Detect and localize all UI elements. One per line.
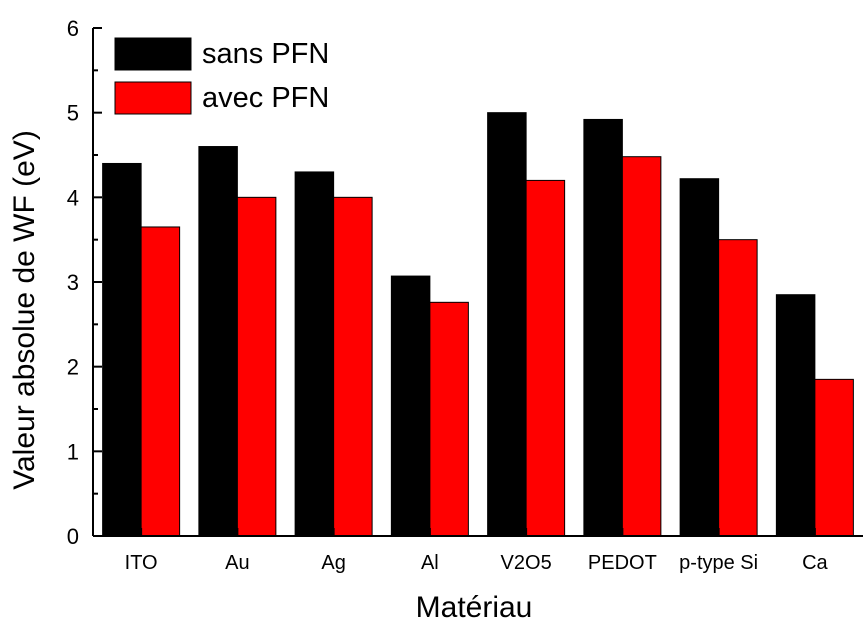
x-tick-label: Ag: [321, 552, 345, 574]
x-tick-label: PEDOT: [588, 552, 657, 574]
legend-label-avec-pfn: avec PFN: [202, 82, 329, 114]
y-tick-label: 1: [67, 439, 79, 464]
y-axis-title: Valeur absolue de WF (eV): [8, 130, 41, 490]
y-tick-label: 2: [67, 355, 79, 380]
y-tick-label: 5: [67, 101, 79, 126]
bar-avec-pfn-pedot: [621, 156, 662, 537]
bar-sans-pfn-au: [198, 146, 238, 537]
legend-label-sans-pfn: sans PFN: [202, 38, 329, 70]
x-axis-title: Matériau: [416, 591, 533, 620]
bar-avec-pfn-ca: [814, 378, 854, 537]
ticks-layer: 0 1 2 3 4 5 6 ITO Au Ag Al V2O5 PEDOT p-type Si Ca: [67, 16, 829, 574]
y-tick-label: 0: [67, 524, 79, 549]
bar-sans-pfn-ito: [102, 162, 142, 537]
x-tick-label: Al: [421, 552, 439, 574]
bar-sans-pfn-ag: [294, 171, 335, 537]
legend-swatch-sans-pfn: [114, 37, 192, 71]
bar-sans-pfn-p-type-si: [679, 178, 720, 537]
y-tick-label: 4: [67, 185, 79, 210]
y-tick-label: 6: [67, 16, 79, 41]
x-tick-label: Ca: [802, 552, 828, 574]
bar-avec-pfn-al: [429, 301, 469, 537]
bar-avec-pfn-ito: [140, 226, 181, 537]
bar-avec-pfn-ag: [333, 196, 373, 537]
bar-sans-pfn-ca: [775, 294, 816, 537]
bar-avec-pfn-au: [236, 196, 277, 537]
bar-avec-pfn-p-type-si: [718, 239, 758, 537]
legend-swatch-avec-pfn: [114, 81, 192, 115]
x-tick-label: Au: [225, 552, 249, 574]
bar-avec-pfn-v2o5: [525, 179, 566, 537]
y-tick-label: 3: [67, 270, 79, 295]
bar-sans-pfn-pedot: [583, 118, 623, 537]
x-tick-label: p-type Si: [679, 552, 758, 574]
bar-sans-pfn-al: [390, 275, 431, 537]
bars-layer: [102, 112, 854, 537]
bar-sans-pfn-v2o5: [487, 112, 527, 537]
x-tick-label: V2O5: [501, 552, 552, 574]
legend: sans PFN avec PFN: [114, 37, 329, 115]
x-tick-label: ITO: [125, 552, 158, 574]
